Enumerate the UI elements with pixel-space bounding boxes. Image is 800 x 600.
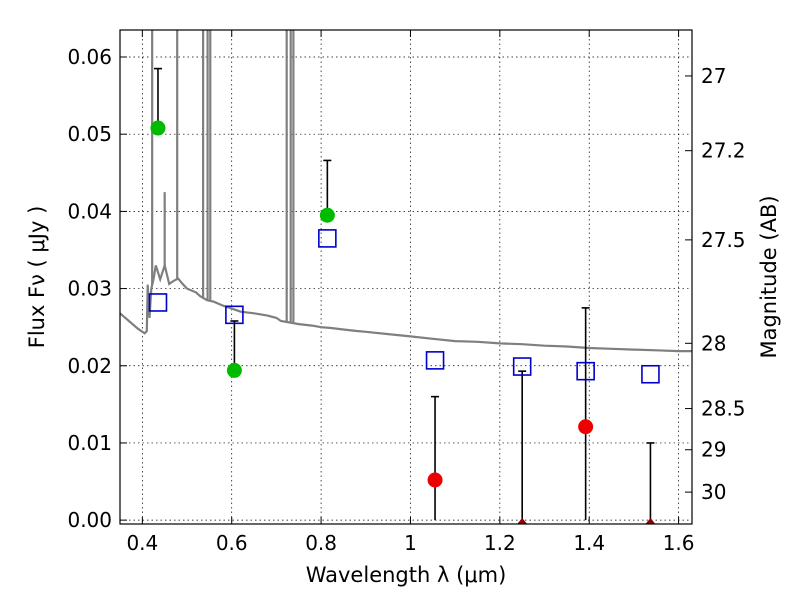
model-photometry-square [425, 351, 445, 370]
y-tick-label: 0.01 [67, 431, 112, 455]
y-tick-label: 0.04 [67, 199, 112, 223]
y2-tick-label: 28 [701, 331, 726, 355]
y2-tick-label: 30 [701, 480, 726, 504]
x-tick-label: 1.4 [573, 531, 605, 555]
x-tick-label: 0.6 [216, 531, 248, 555]
y-tick-label: 0.00 [67, 508, 112, 532]
y-axis-ticks: 0.00 0.01 0.02 0.03 0.04 0.05 0.06 [67, 45, 127, 532]
non-detection-marker [517, 518, 528, 524]
error-bars [153, 67, 655, 521]
detected-flux-point [150, 120, 166, 136]
non-detection-point [427, 472, 443, 488]
x-tick-label: 1 [404, 531, 417, 555]
model-photometry-square [318, 229, 337, 248]
model-photometry-square [576, 361, 595, 381]
detected-flux-point [319, 207, 335, 223]
plot-frame [119, 29, 693, 525]
y2-tick-label: 29 [701, 438, 726, 462]
y-tick-label: 0.05 [67, 122, 112, 146]
template-spectrum [119, 30, 692, 353]
x-axis-label: Wavelength λ (μm) [306, 563, 507, 587]
y2-axis-label: Magnitude (AB) [757, 195, 781, 358]
y2-axis-ticks: 27 27.2 27.5 28 28.5 29 30 [685, 64, 746, 504]
y2-tick-label: 27.2 [701, 139, 746, 163]
y-tick-label: 0.06 [67, 45, 112, 69]
y2-tick-label: 27.5 [701, 228, 746, 252]
template-continuum [119, 261, 692, 353]
y2-tick-label: 28.5 [701, 397, 746, 421]
y-tick-label: 0.03 [67, 277, 112, 301]
x-tick-label: 1.2 [484, 531, 516, 555]
x-axis-ticks: 0.4 0.6 0.8 1 1.2 1.4 1.6 [126, 30, 695, 555]
x-tick-label: 1.6 [663, 531, 695, 555]
model-photometry-squares [148, 229, 660, 384]
grid-lines [120, 30, 692, 524]
observed-flux-points [150, 120, 656, 524]
model-photometry-square [641, 364, 660, 384]
y-axis-label: Flux Fν ( μJy ) [25, 206, 49, 349]
non-detection-marker [645, 518, 656, 524]
detected-flux-point [226, 362, 242, 378]
y-tick-label: 0.02 [67, 354, 112, 378]
y2-tick-label: 27 [701, 64, 726, 88]
x-tick-label: 0.8 [305, 531, 337, 555]
x-tick-label: 0.4 [126, 531, 158, 555]
model-photometry-square [512, 357, 532, 376]
non-detection-point [578, 419, 594, 435]
model-photometry-square [225, 305, 244, 325]
model-photometry-square [148, 293, 168, 312]
